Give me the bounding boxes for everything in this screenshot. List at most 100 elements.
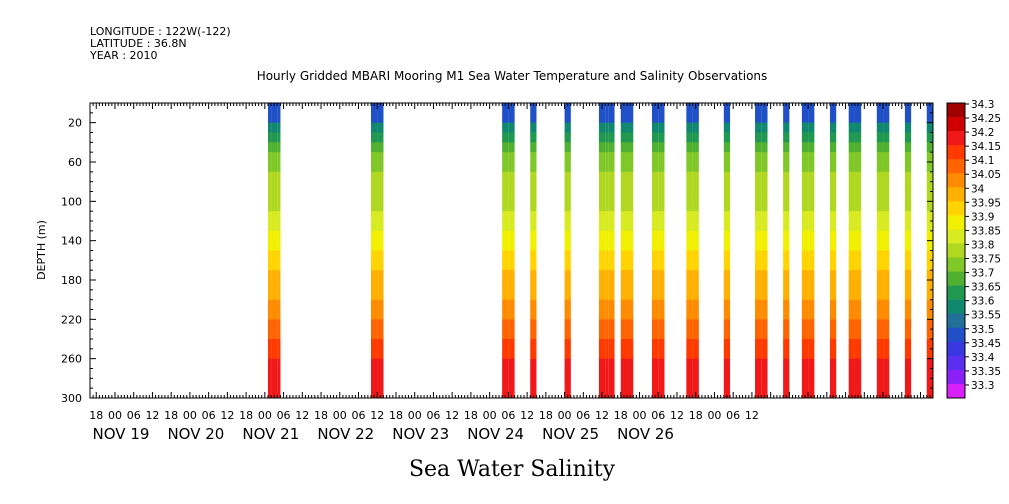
salinity-cell bbox=[271, 329, 278, 340]
salinity-cell bbox=[605, 112, 609, 123]
salinity-cell bbox=[508, 132, 512, 143]
salinity-cell bbox=[608, 270, 615, 281]
salinity-cell bbox=[652, 260, 659, 271]
salinity-cell bbox=[761, 142, 768, 153]
salinity-cell bbox=[530, 211, 537, 222]
salinity-cell bbox=[883, 221, 890, 232]
salinity-cell bbox=[883, 122, 890, 133]
salinity-cell bbox=[267, 162, 272, 173]
salinity-cell bbox=[374, 211, 378, 222]
salinity-cell bbox=[848, 230, 855, 241]
salinity-cell bbox=[502, 378, 509, 389]
salinity-cell bbox=[723, 339, 731, 350]
colorbar-swatch bbox=[947, 159, 965, 174]
x-hour-label: 00 bbox=[408, 409, 422, 422]
salinity-cell bbox=[620, 122, 628, 133]
salinity-cell bbox=[608, 122, 615, 133]
salinity-cell bbox=[598, 289, 606, 300]
colorbar-label: 33.4 bbox=[971, 352, 995, 364]
salinity-cell bbox=[267, 171, 272, 182]
salinity-cell bbox=[502, 122, 509, 133]
salinity-cell bbox=[829, 152, 837, 163]
salinity-cell bbox=[692, 221, 699, 232]
salinity-cell bbox=[564, 348, 571, 359]
salinity-cell bbox=[801, 319, 809, 330]
salinity-cell bbox=[277, 142, 281, 153]
salinity-cell bbox=[755, 191, 762, 202]
salinity-cell bbox=[598, 211, 606, 222]
salinity-cell bbox=[508, 368, 512, 379]
salinity-cell bbox=[620, 299, 628, 310]
salinity-cell bbox=[848, 112, 855, 123]
colorbar-label: 33.65 bbox=[971, 282, 1001, 294]
salinity-cell bbox=[377, 309, 384, 320]
salinity-cell bbox=[876, 329, 884, 340]
salinity-cell bbox=[658, 368, 665, 379]
salinity-cell bbox=[511, 329, 515, 340]
x-hour-label: 00 bbox=[108, 409, 122, 422]
salinity-cell bbox=[783, 348, 790, 359]
observation-column bbox=[883, 103, 890, 399]
salinity-cell bbox=[564, 289, 571, 300]
observation-column bbox=[605, 103, 609, 399]
salinity-cell bbox=[271, 260, 278, 271]
salinity-cell bbox=[598, 260, 606, 271]
salinity-cell bbox=[854, 378, 862, 389]
x-hour-label: 18 bbox=[314, 409, 328, 422]
salinity-cell bbox=[876, 112, 884, 123]
salinity-cell bbox=[374, 152, 378, 163]
salinity-cell bbox=[883, 260, 890, 271]
salinity-cell bbox=[808, 103, 815, 114]
salinity-cell bbox=[605, 348, 609, 359]
salinity-cell bbox=[848, 201, 855, 212]
salinity-cell bbox=[723, 270, 731, 281]
salinity-cell bbox=[848, 181, 855, 192]
salinity-cell bbox=[755, 378, 762, 389]
salinity-cell bbox=[883, 152, 890, 163]
salinity-cell bbox=[876, 181, 884, 192]
salinity-cell bbox=[620, 378, 628, 389]
salinity-cell bbox=[605, 122, 609, 133]
salinity-cell bbox=[564, 201, 571, 212]
salinity-cell bbox=[883, 358, 890, 369]
salinity-cell bbox=[511, 339, 515, 350]
salinity-cell bbox=[848, 348, 855, 359]
salinity-cell bbox=[686, 299, 693, 310]
salinity-cell bbox=[848, 329, 855, 340]
salinity-cell bbox=[658, 250, 665, 261]
salinity-cell bbox=[686, 378, 693, 389]
salinity-cell bbox=[530, 319, 537, 330]
salinity-cell bbox=[904, 201, 912, 212]
salinity-cell bbox=[267, 221, 272, 232]
salinity-cell bbox=[848, 191, 855, 202]
chart-title: Hourly Gridded MBARI Mooring M1 Sea Wate… bbox=[257, 69, 768, 83]
salinity-cell bbox=[658, 191, 665, 202]
salinity-cell bbox=[883, 329, 890, 340]
salinity-cell bbox=[627, 181, 634, 192]
salinity-cell bbox=[829, 181, 837, 192]
salinity-cell bbox=[608, 368, 615, 379]
salinity-cell bbox=[854, 299, 862, 310]
observation-column bbox=[723, 103, 731, 399]
salinity-cell bbox=[848, 250, 855, 261]
salinity-cell bbox=[686, 309, 693, 320]
salinity-cell bbox=[530, 112, 537, 123]
observation-column bbox=[627, 103, 634, 399]
salinity-cell bbox=[605, 103, 609, 114]
salinity-cell bbox=[605, 230, 609, 241]
salinity-cell bbox=[652, 270, 659, 281]
salinity-cell bbox=[808, 112, 815, 123]
salinity-cell bbox=[530, 171, 537, 182]
colorbar-swatch bbox=[947, 299, 965, 315]
salinity-cell bbox=[564, 280, 571, 291]
salinity-cell bbox=[854, 368, 862, 379]
salinity-cell bbox=[761, 152, 768, 163]
salinity-cell bbox=[374, 132, 378, 143]
salinity-cell bbox=[686, 181, 693, 192]
salinity-cell bbox=[761, 358, 768, 369]
salinity-cell bbox=[620, 132, 628, 143]
salinity-cell bbox=[658, 358, 665, 369]
salinity-cell bbox=[267, 132, 272, 143]
colorbar-label: 33.85 bbox=[971, 225, 1001, 237]
salinity-cell bbox=[508, 329, 512, 340]
